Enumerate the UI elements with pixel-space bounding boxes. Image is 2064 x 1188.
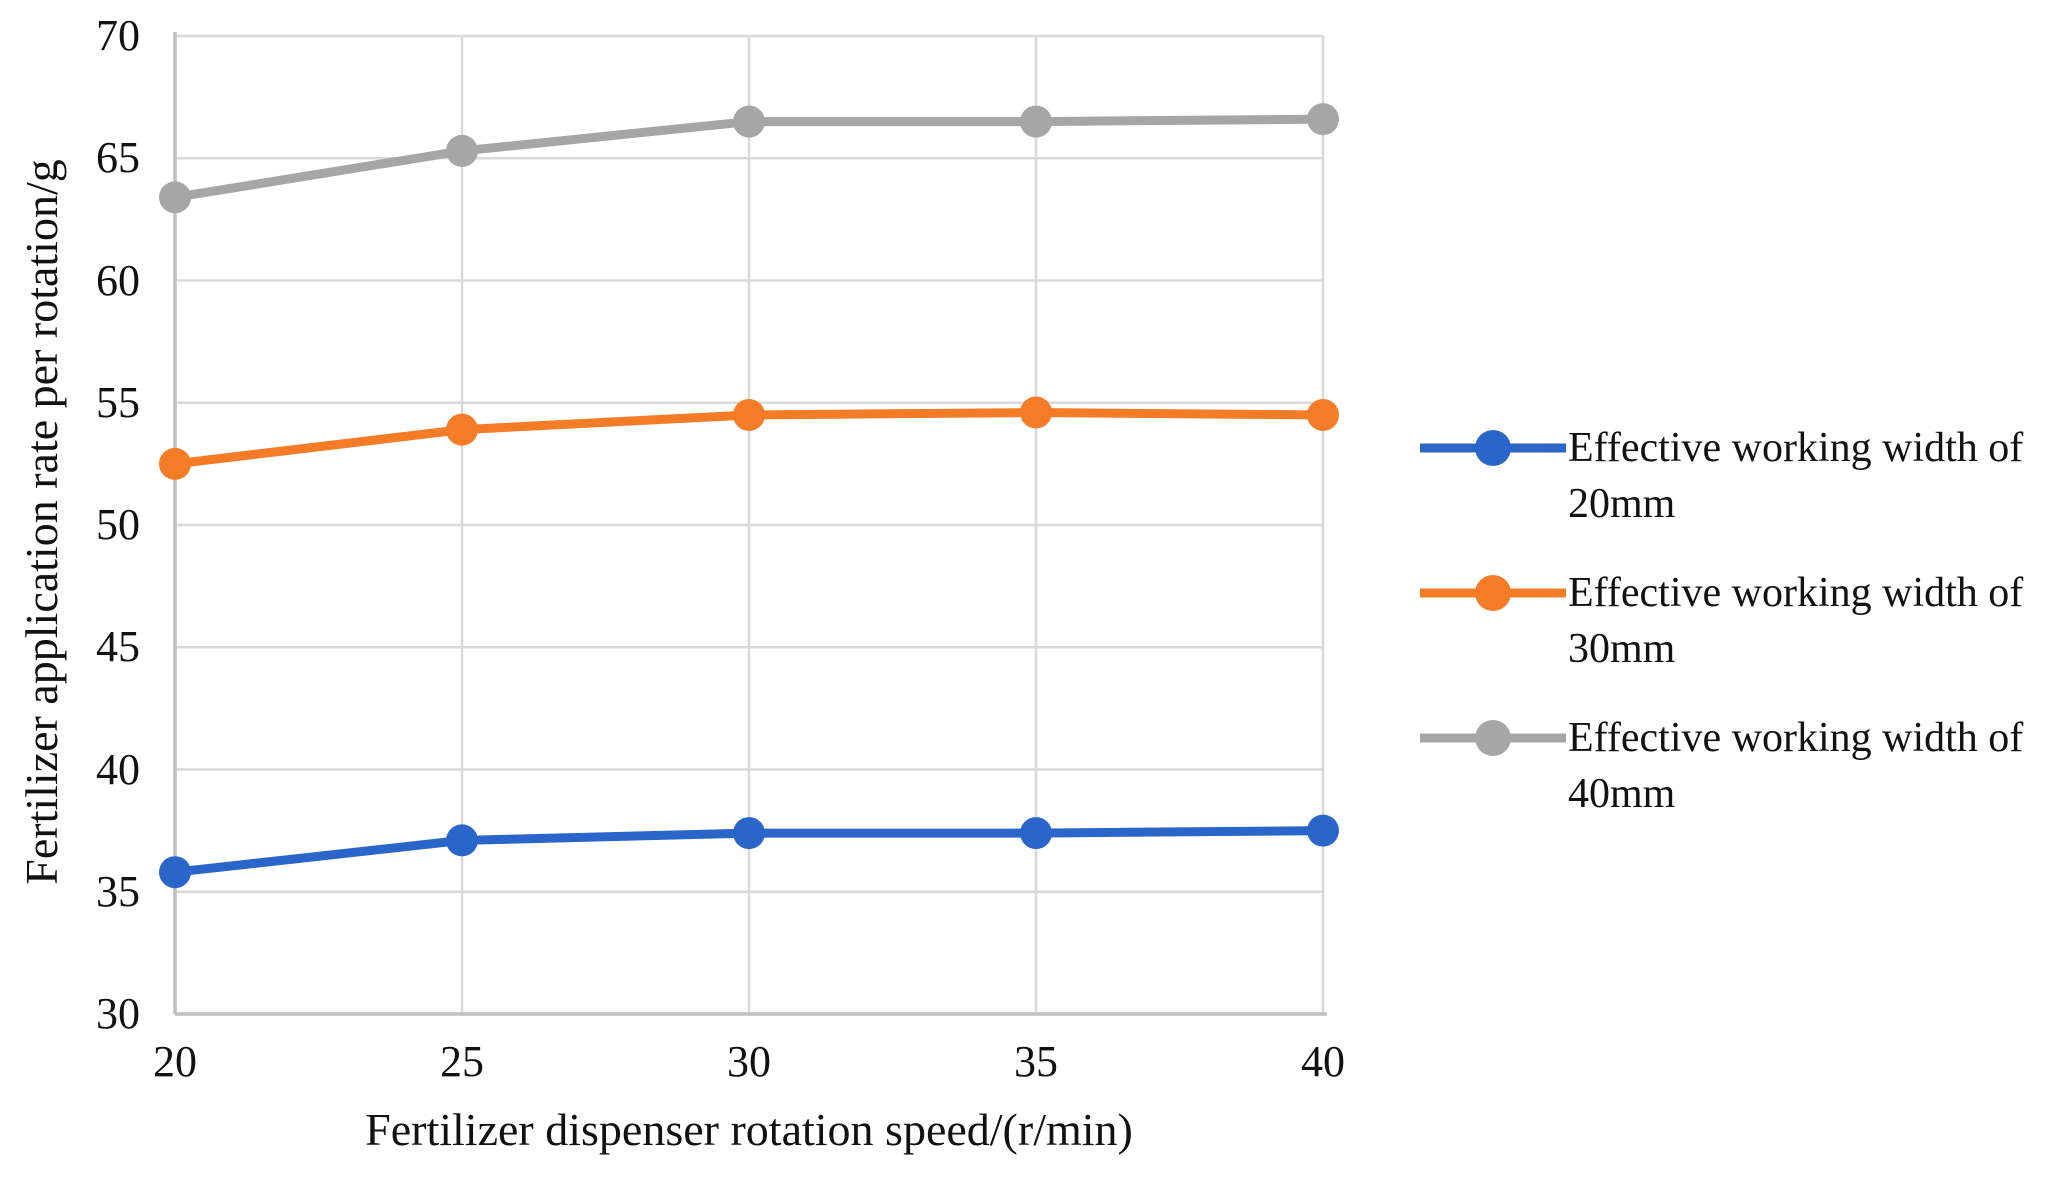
data-point-marker [159, 447, 191, 480]
x-tick-label: 30 [727, 1037, 771, 1086]
data-point-marker [1307, 814, 1339, 847]
legend-line-marker-icon [1420, 720, 1566, 756]
x-tick-label: 20 [153, 1037, 197, 1086]
legend-line-marker-icon [1420, 575, 1566, 611]
data-point-marker [733, 105, 765, 138]
data-point-marker [446, 824, 478, 857]
legend-item: Effective working width of 30mm [1418, 565, 2064, 677]
data-point-marker [1020, 817, 1052, 850]
legend-item-label: Effective working width of 30mm [1568, 570, 2024, 672]
legend-item: Effective working width of 20mm [1418, 420, 2064, 532]
y-tick-label: 60 [96, 255, 140, 305]
x-axis-title: Fertilizer dispenser rotation speed/(r/m… [365, 1104, 1133, 1155]
legend: Effective working width of 20mm Effective … [1418, 420, 2064, 855]
data-point-marker [733, 817, 765, 850]
y-tick-label: 50 [96, 500, 140, 549]
data-point-marker [1307, 398, 1339, 431]
y-tick-label: 35 [96, 866, 140, 916]
data-point-marker [159, 856, 191, 889]
legend-item: Effective working width of 40mm [1418, 710, 2064, 822]
data-point-marker [159, 181, 191, 214]
data-point-marker [1307, 103, 1339, 136]
legend-item-label: Effective working width of 40mm [1568, 715, 2024, 817]
legend-item-label: Effective working width of 20mm [1568, 425, 2024, 527]
data-point-marker [1020, 105, 1052, 138]
data-point-marker [1020, 396, 1052, 429]
y-tick-label: 55 [96, 377, 140, 427]
x-tick-label: 40 [1301, 1037, 1345, 1086]
y-tick-label: 70 [96, 11, 140, 60]
x-tick-label: 25 [440, 1037, 484, 1086]
data-point-marker [446, 134, 478, 167]
y-tick-label: 40 [96, 744, 140, 794]
legend-line-marker-icon [1420, 430, 1566, 466]
y-tick-label: 45 [96, 622, 140, 672]
y-tick-label: 65 [96, 133, 140, 183]
y-tick-label: 30 [96, 989, 140, 1038]
x-tick-label: 35 [1014, 1037, 1058, 1086]
data-point-marker [446, 413, 478, 446]
data-point-marker [733, 398, 765, 431]
